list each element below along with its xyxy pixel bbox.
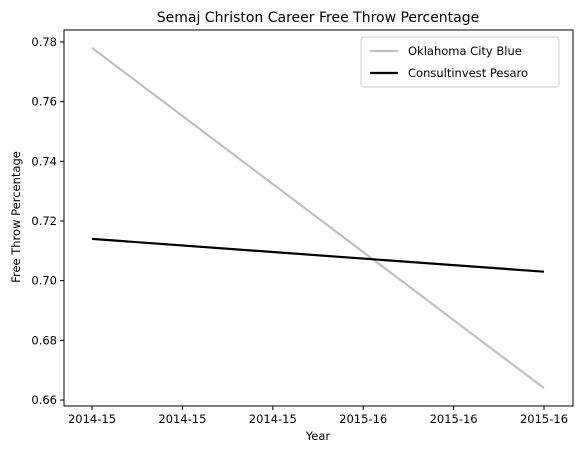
legend-label-oklahoma-city-blue: Oklahoma City Blue [408,44,522,58]
y-tick-label: 0.78 [31,35,57,49]
y-axis: 0.66 0.68 0.70 0.72 0.74 0.76 0.78 [31,35,64,407]
plot-frame [63,29,574,407]
x-tick-label: 2015-16 [430,412,478,426]
y-tick-label: 0.72 [31,214,57,228]
legend-label-consultinvest-pesaro: Consultinvest Pesaro [408,66,528,80]
legend: Oklahoma City Blue Consultinvest Pesaro [360,36,560,88]
series-line-consultinvest-pesaro [91,237,545,273]
y-tick-label: 0.76 [31,95,57,109]
x-tick-label: 2014-15 [249,412,297,426]
x-axis-label: Year [305,429,331,443]
series-line-oklahoma-city-blue [91,47,545,389]
y-axis-label: Free Throw Percentage [9,151,23,283]
x-tick-label: 2015-16 [520,412,568,426]
plot-area [63,29,574,407]
y-tick-label: 0.70 [31,274,57,288]
y-tick-label: 0.66 [31,393,57,407]
legend-box [360,36,560,88]
x-axis: 2014-15 2014-15 2014-15 2015-16 2015-16 2015-… [68,406,568,426]
chart-title: Semaj Christon Career Free Throw Percent… [157,10,480,26]
x-tick-label: 2015-16 [339,412,387,426]
y-tick-label: 0.74 [31,154,57,168]
x-tick-label: 2014-15 [158,412,206,426]
y-tick-label: 0.68 [31,333,57,347]
series-layer [91,47,545,389]
x-tick-label: 2014-15 [68,412,116,426]
